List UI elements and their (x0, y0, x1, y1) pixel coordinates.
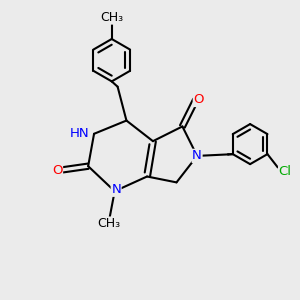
Text: Cl: Cl (279, 165, 292, 178)
Text: N: N (192, 149, 202, 162)
Text: CH₃: CH₃ (100, 11, 123, 24)
Text: O: O (52, 164, 62, 177)
Text: O: O (193, 93, 204, 106)
Text: CH₃: CH₃ (97, 217, 120, 230)
Text: N: N (111, 183, 121, 196)
Text: HN: HN (70, 127, 90, 140)
